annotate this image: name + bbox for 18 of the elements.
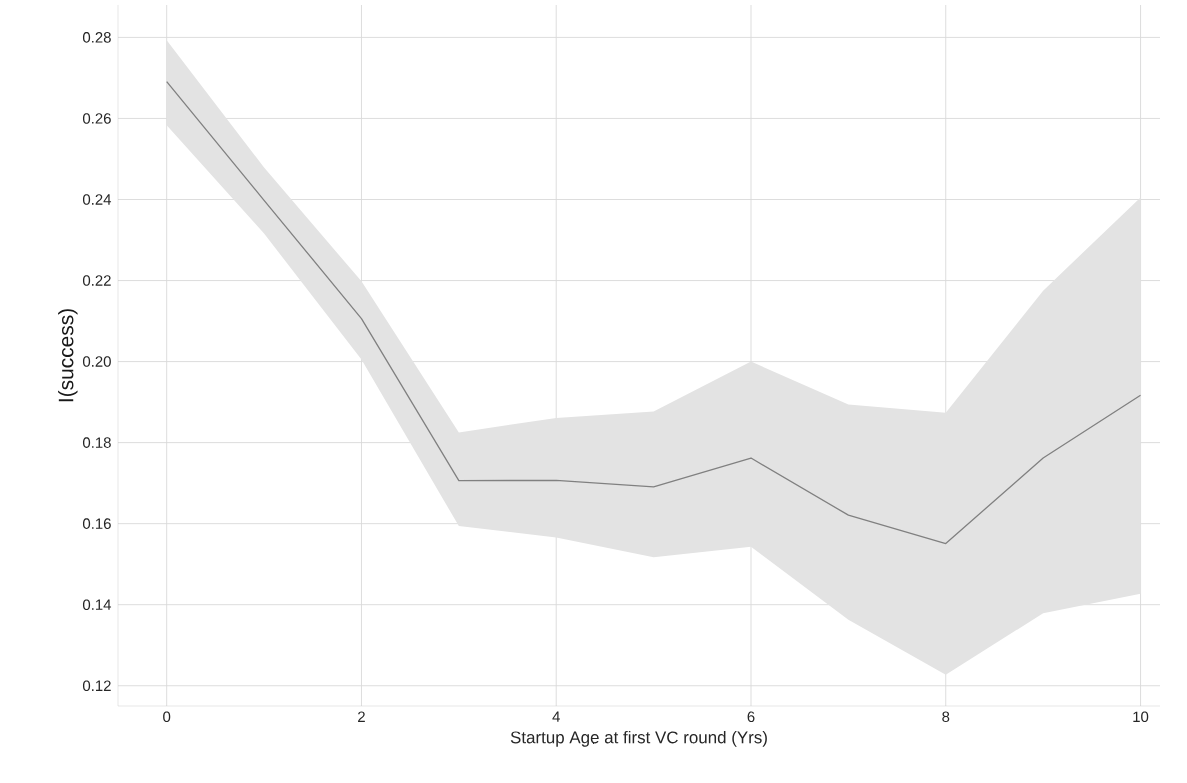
line-series — [166, 80, 1142, 545]
y-tick-label: 0.28 — [82, 32, 111, 43]
x-tick-label: 8 — [942, 711, 950, 723]
x-tick-label: 4 — [552, 711, 560, 722]
y-tick-label: 0.14 — [82, 599, 112, 610]
y-tick-label: 0.12 — [82, 680, 111, 692]
y-tick-label: 0.24 — [82, 194, 112, 205]
x-tick-label: 6 — [747, 711, 755, 723]
x-tick-label: 0 — [163, 711, 171, 723]
y-tick-label: 0.22 — [82, 275, 111, 286]
y-tick-label: 0.18 — [82, 437, 111, 448]
y-tick-label: 0.26 — [82, 113, 111, 124]
y-axis-title: I(success) — [58, 309, 78, 402]
y-tick-label: 0.20 — [82, 356, 111, 367]
x-tick-label: 2 — [358, 711, 365, 722]
y-tick-label: 0.16 — [82, 518, 111, 529]
x-tick-label: 10 — [1133, 711, 1149, 723]
x-axis-title: Startup Age at first VC round (Yrs) — [510, 730, 767, 747]
